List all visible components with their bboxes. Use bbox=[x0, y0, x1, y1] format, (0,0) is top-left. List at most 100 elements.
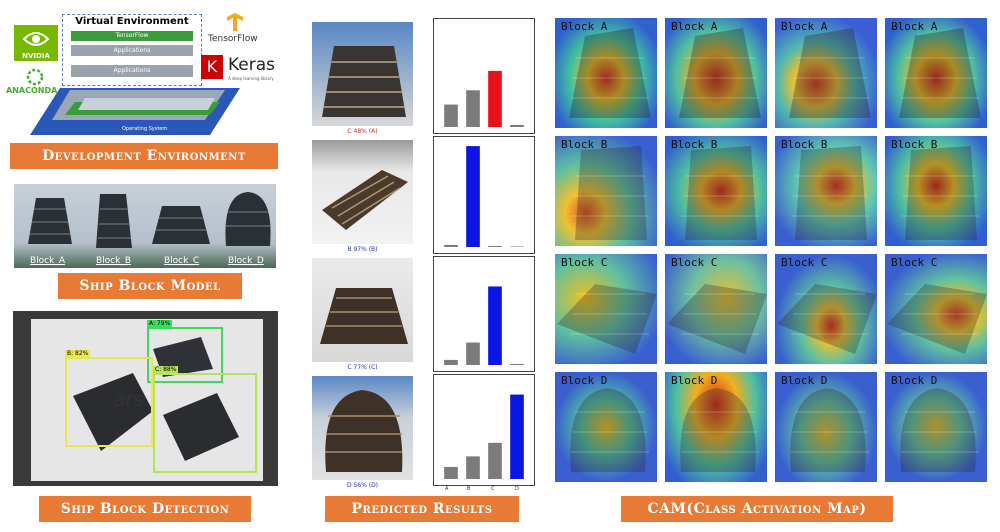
prediction-caption-1: C 48% (A) bbox=[347, 128, 378, 135]
development-environment-banner: Development Environment bbox=[10, 143, 278, 169]
keras-icon: K bbox=[201, 55, 223, 79]
bar-a bbox=[444, 359, 458, 365]
cam-cell: Block B bbox=[555, 136, 657, 246]
detection-illustration: ars bbox=[73, 337, 239, 461]
x-tick-d: D bbox=[515, 486, 519, 492]
cam-grid: Block A Block A Block A Block A Block B Block… bbox=[555, 18, 995, 488]
layer-tensorflow: TensorFlow bbox=[71, 31, 193, 41]
cam-cell: Block A bbox=[665, 18, 767, 128]
keras-text: Keras bbox=[228, 55, 276, 75]
cam-row-label: Block D bbox=[561, 374, 608, 387]
prediction-photo-2 bbox=[312, 140, 413, 244]
bar-d bbox=[510, 246, 524, 247]
cam-cell: Block D bbox=[665, 372, 767, 482]
cam-cell: Block B bbox=[665, 136, 767, 246]
block-label-b: Block_B bbox=[96, 256, 132, 266]
bar-d bbox=[510, 363, 524, 365]
cam-cell: Block D bbox=[775, 372, 877, 482]
platform-label-os: Operating System bbox=[122, 126, 168, 132]
cam-row-label: Block D bbox=[891, 374, 938, 387]
detection-label-a: A: 79% bbox=[147, 320, 173, 327]
ship-block-model-photo: Block_A Block_B Block_C Block_D bbox=[14, 184, 276, 268]
cam-cell: Block C bbox=[665, 254, 767, 364]
detection-box-a: A: 79% bbox=[147, 320, 223, 383]
x-tick-c: C bbox=[491, 486, 495, 492]
detection-box-b: B: 82% bbox=[65, 350, 153, 447]
cam-row-label: Block B bbox=[891, 138, 938, 151]
detection-box-c: C: 88% bbox=[153, 366, 257, 473]
bar-c bbox=[488, 70, 502, 127]
virtual-environment-box: Virtual Environment TensorFlow Applicati… bbox=[62, 14, 202, 86]
x-tick-a: A bbox=[445, 486, 449, 492]
tensorflow-text: TensorFlow bbox=[208, 34, 258, 44]
anaconda-text: ANACONDA bbox=[6, 86, 58, 95]
svg-text:ars: ars bbox=[113, 387, 144, 411]
cam-row-label: Block D bbox=[781, 374, 828, 387]
cam-row-label: Block C bbox=[891, 256, 938, 269]
keras-tagline: A deep learning library bbox=[228, 76, 274, 81]
ship-block-model-banner: Ship Block Model bbox=[58, 273, 242, 299]
cam-cell: Block B bbox=[775, 136, 877, 246]
prediction-photo-3 bbox=[312, 258, 413, 362]
cam-row-label: Block C bbox=[671, 256, 718, 269]
anaconda-icon bbox=[26, 68, 44, 86]
cam-cell: Block A bbox=[885, 18, 987, 128]
cam-row-label: Block C bbox=[781, 256, 828, 269]
cam-cell: Block A bbox=[555, 18, 657, 128]
ship-block-detection-photo: ars A: 79% B: 82% C: 88% bbox=[13, 311, 278, 486]
prediction-photo-4 bbox=[312, 376, 413, 480]
bar-c bbox=[488, 286, 502, 365]
cam-cell: Block C bbox=[775, 254, 877, 364]
cam-row-label: Block B bbox=[561, 138, 608, 151]
bar-a bbox=[444, 466, 458, 479]
bar-b bbox=[466, 146, 480, 247]
cam-cell: Block D bbox=[555, 372, 657, 482]
cam-row-label: Block D bbox=[671, 374, 718, 387]
prediction-caption-2: B 97% (B) bbox=[347, 246, 378, 253]
cam-cell: Block D bbox=[885, 372, 987, 482]
cam-row-label: Block C bbox=[561, 256, 608, 269]
bar-b bbox=[466, 342, 480, 365]
x-tick-b: B bbox=[467, 486, 471, 492]
prediction-photo-1 bbox=[312, 22, 413, 126]
block-label-a: Block_A bbox=[30, 256, 65, 266]
cam-cell: Block B bbox=[885, 136, 987, 246]
bar-d bbox=[510, 124, 524, 127]
block-label-c: Block_C bbox=[164, 256, 200, 266]
nvidia-text: NVIDIA bbox=[22, 52, 50, 60]
bar-b bbox=[466, 90, 480, 127]
cam-cell: Block A bbox=[775, 18, 877, 128]
cam-banner: CAM(Class Activation Map) bbox=[621, 496, 893, 522]
prediction-chart-3 bbox=[433, 256, 535, 372]
cam-row-label: Block B bbox=[781, 138, 828, 151]
layer-applications-2: Applications bbox=[71, 65, 193, 77]
prediction-chart-1 bbox=[433, 18, 535, 134]
bar-d bbox=[510, 394, 524, 479]
prediction-chart-2 bbox=[433, 136, 535, 254]
tensorflow-icon bbox=[227, 13, 243, 31]
bar-a bbox=[444, 104, 458, 127]
bar-c bbox=[488, 442, 502, 479]
ship-block-detection-banner: Ship Block Detection bbox=[39, 496, 251, 522]
prediction-chart-4 bbox=[433, 374, 535, 486]
block-label-d: Block_D bbox=[228, 256, 264, 266]
nvidia-logo: NVIDIA bbox=[14, 25, 58, 61]
predicted-results-banner: Predicted Results bbox=[325, 496, 519, 522]
predicted-results-panel: C 48% (A) B 97% (B) C 77% (C) D 56% (D) … bbox=[305, 0, 535, 532]
cam-row-label: Block A bbox=[561, 20, 608, 33]
virtual-environment-title: Virtual Environment bbox=[75, 16, 189, 27]
cam-row-label: Block A bbox=[891, 20, 938, 33]
development-environment-panel: NVIDIA ANACONDA Operating System Virtual… bbox=[0, 0, 285, 140]
prediction-caption-4: D 56% (D) bbox=[346, 482, 379, 489]
prediction-caption-3: C 77% (C) bbox=[347, 364, 378, 371]
cam-row-label: Block A bbox=[671, 20, 718, 33]
ship-blocks-illustration bbox=[28, 192, 271, 248]
detection-label-c: C: 88% bbox=[153, 366, 179, 373]
layer-applications-1: Applications bbox=[71, 45, 193, 56]
platform-stack bbox=[30, 88, 240, 135]
bar-b bbox=[466, 456, 480, 479]
nvidia-eye-icon bbox=[22, 32, 50, 46]
detection-label-b: B: 82% bbox=[65, 350, 91, 357]
cam-cell: Block C bbox=[885, 254, 987, 364]
cam-row-label: Block A bbox=[781, 20, 828, 33]
